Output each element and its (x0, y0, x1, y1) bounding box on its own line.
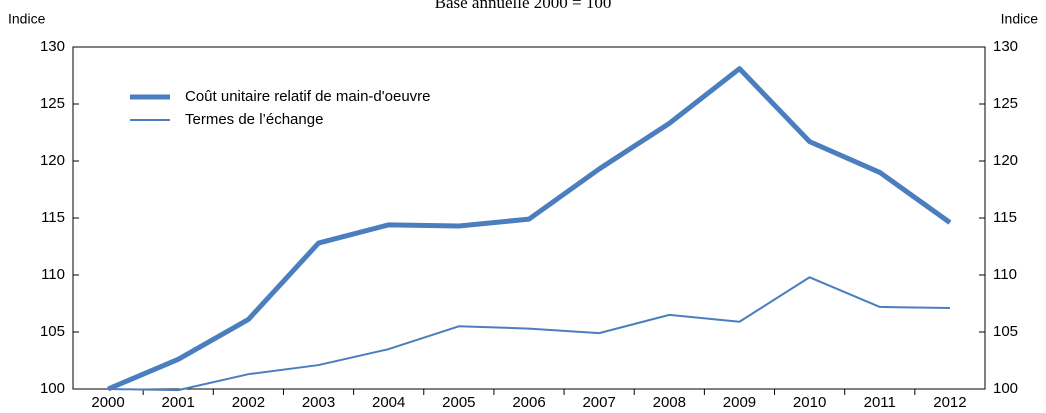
y-tick-label: 115 (41, 209, 65, 226)
x-tick-label: 2001 (162, 394, 195, 411)
y-tick-label: 105 (40, 323, 65, 340)
x-tick-label: 2011 (864, 394, 896, 411)
y-tick-label: 100 (40, 380, 65, 397)
y2-tick-label: 100 (993, 380, 1018, 397)
series-line (107, 66, 952, 392)
x-tick-label: 2000 (91, 394, 124, 411)
legend-label: Coût unitaire relatif de main-d'oeuvre (185, 88, 431, 105)
legend-label: Termes de l’échange (185, 111, 323, 128)
y-tick-label: 110 (41, 266, 65, 283)
x-tick-label: 2009 (723, 394, 756, 411)
y2-axis-label: Indice (1001, 11, 1039, 27)
x-tick-label: 2012 (933, 394, 966, 411)
x-tick-label: 2008 (653, 394, 686, 411)
y2-tick-label: 125 (993, 95, 1018, 112)
y-tick-label: 130 (40, 38, 65, 55)
x-tick-label: 2006 (512, 394, 545, 411)
series-line (108, 276, 950, 392)
x-tick-label: 2003 (302, 394, 335, 411)
y2-tick-label: 120 (993, 152, 1018, 169)
y2-tick-label: 115 (993, 209, 1017, 226)
x-tick-label: 2010 (793, 394, 826, 411)
y-tick-label: 125 (40, 95, 65, 112)
y-axis-label: Indice (8, 11, 46, 27)
x-tick-label: 2002 (232, 394, 265, 411)
x-tick-label: 2007 (582, 394, 615, 411)
x-tick-label: 2004 (372, 394, 405, 411)
chart-subtitle: Base annuelle 2000 = 100 (435, 0, 612, 12)
y2-tick-label: 105 (993, 323, 1018, 340)
y2-tick-label: 130 (993, 38, 1018, 55)
x-tick-label: 2005 (442, 394, 475, 411)
y2-tick-label: 110 (993, 266, 1017, 283)
y-tick-label: 120 (40, 152, 65, 169)
